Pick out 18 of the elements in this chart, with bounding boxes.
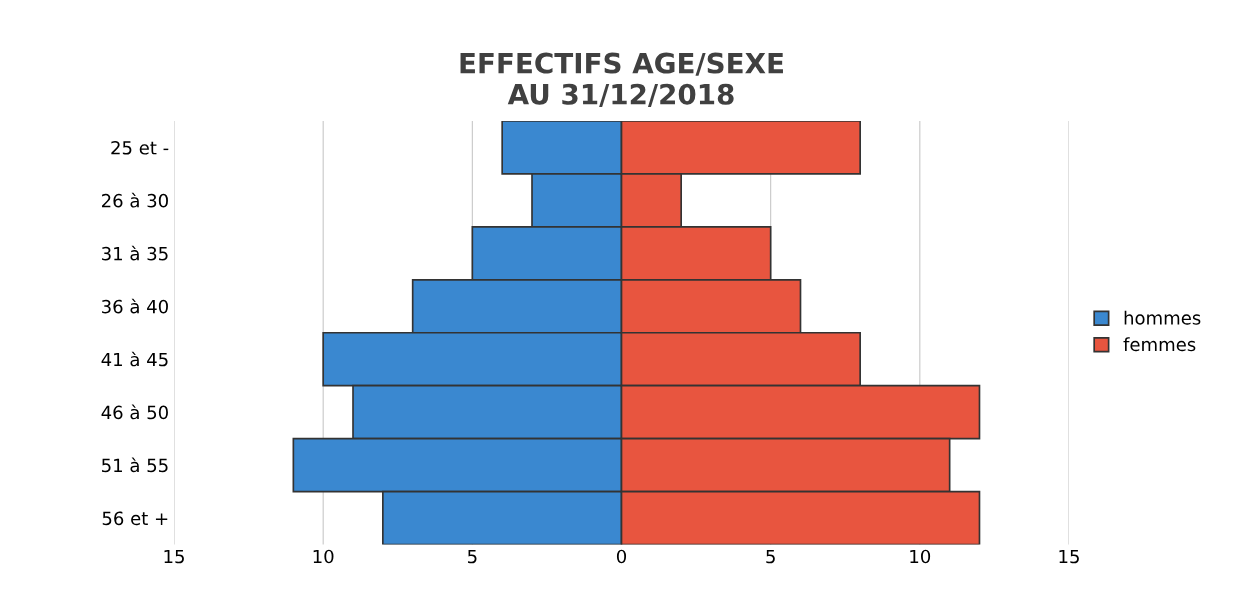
y-tick-label: 31 à 35 xyxy=(102,245,168,261)
legend-label: hommes xyxy=(1124,310,1201,325)
x-tick-label: 10 xyxy=(910,549,931,564)
y-tick-label: 51 à 55 xyxy=(102,457,168,473)
y-tick-label: 26 à 30 xyxy=(101,192,168,208)
y-tick-label: 25 et - xyxy=(111,140,169,155)
x-tick-label: 5 xyxy=(467,549,477,564)
legend-label: femmes xyxy=(1123,337,1196,352)
y-tick-label: 36 à 40 xyxy=(102,298,168,314)
x-tick-label: 15 xyxy=(1059,549,1079,564)
x-tick-label: 10 xyxy=(313,549,334,564)
chart-title: EFFECTIFS AGE/SEXE AU 31/12/2018 xyxy=(460,52,783,107)
y-tick-label: 46 à 50 xyxy=(101,404,168,420)
y-tick-label: 41 à 45 xyxy=(101,351,168,367)
y-tick-label: 56 et + xyxy=(102,511,168,526)
x-tick-label: 0 xyxy=(616,549,627,564)
x-tick-label: 15 xyxy=(164,549,184,564)
x-tick-label: 5 xyxy=(766,549,775,564)
